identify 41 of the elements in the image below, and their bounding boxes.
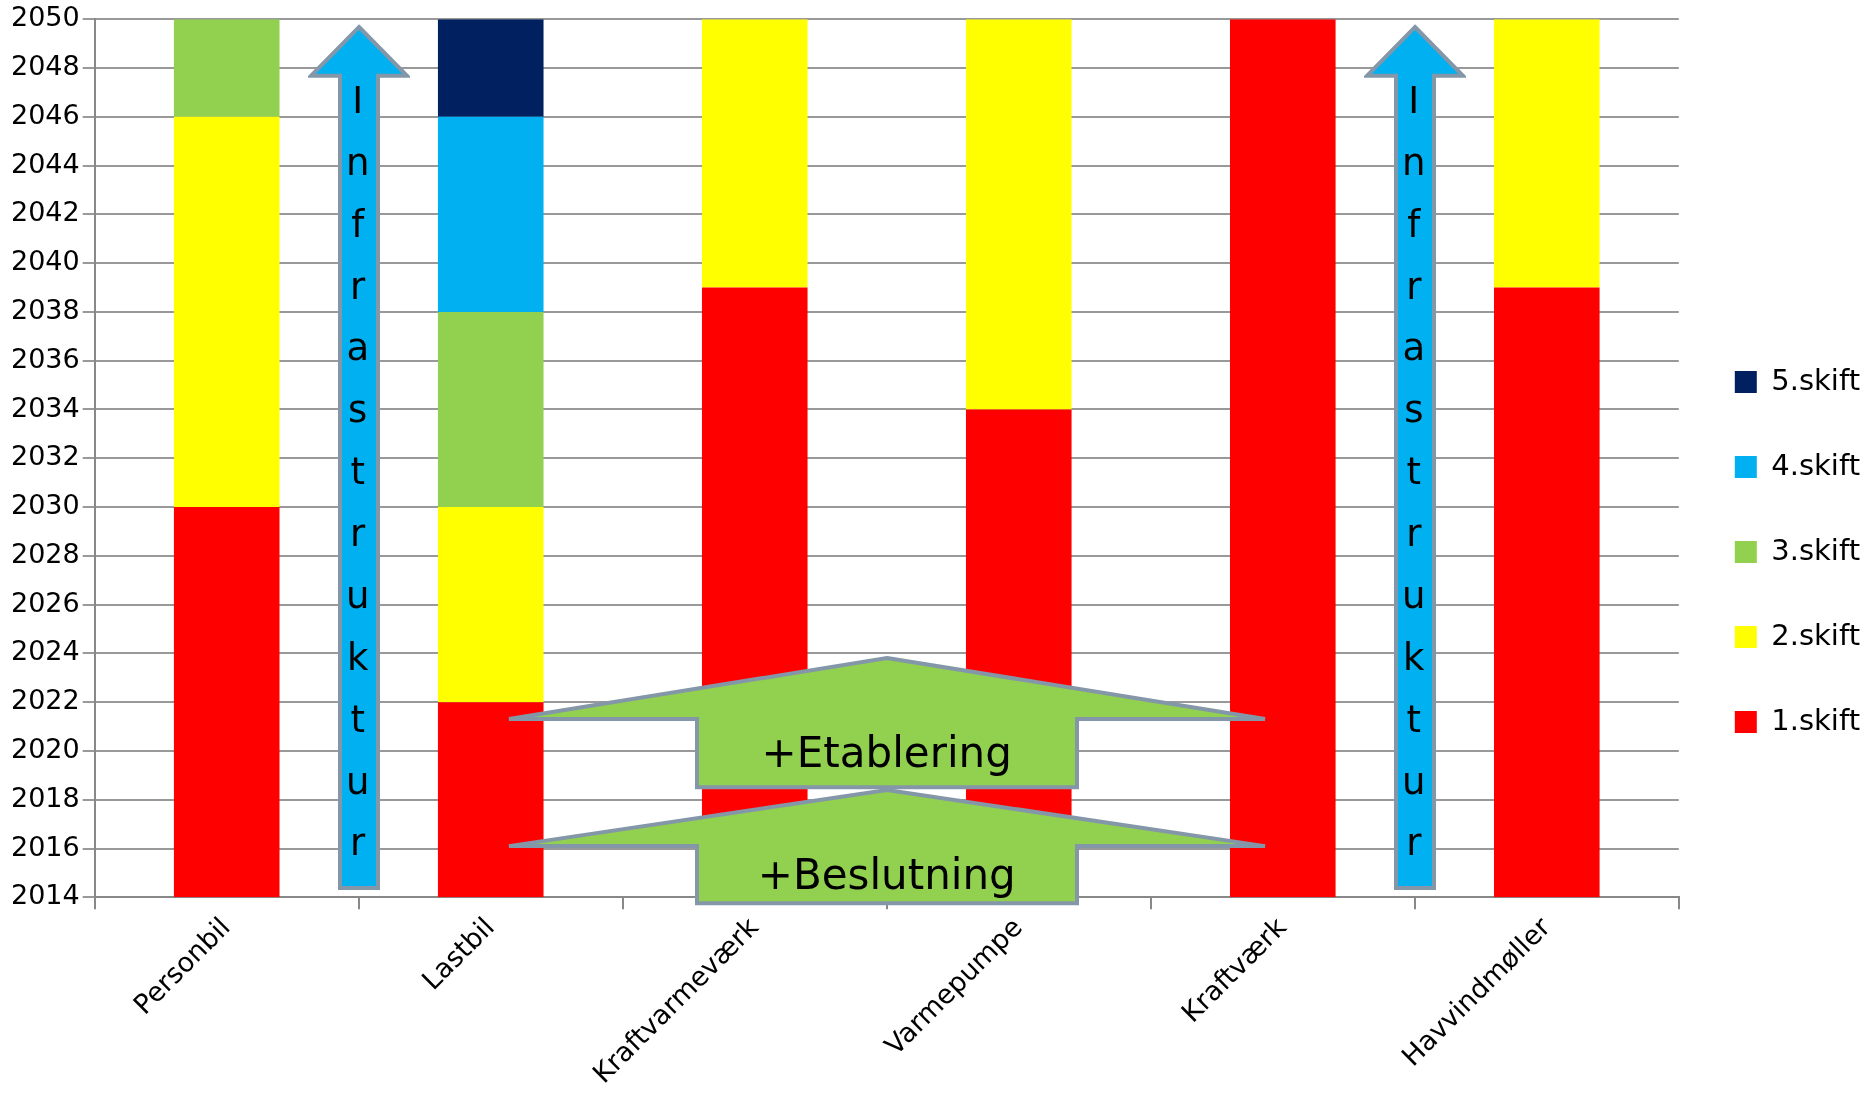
y-tick-label: 2050 xyxy=(10,1,80,33)
bar xyxy=(437,702,544,898)
annotation: +Beslutning xyxy=(756,849,1017,902)
y-tick-label: 2020 xyxy=(10,733,80,764)
bar xyxy=(1229,19,1336,898)
y-tick-label: 2014 xyxy=(10,879,80,911)
annotation: +Etablering xyxy=(760,727,1013,780)
y-tick-label: 2038 xyxy=(10,293,80,325)
bar xyxy=(173,19,280,117)
y-tick-label: 2016 xyxy=(10,830,80,862)
y-tick-label: 2036 xyxy=(10,342,80,374)
y-tick-label: 2024 xyxy=(10,635,80,667)
y-tick-label: 2046 xyxy=(10,98,80,130)
bar xyxy=(437,116,544,312)
y-tick-label: 2042 xyxy=(10,196,80,228)
y-tick-label: 2022 xyxy=(10,684,80,716)
bar xyxy=(173,507,280,898)
legend-label: 3.skift xyxy=(1771,532,1860,567)
bar xyxy=(437,19,544,117)
y-tick-label: 2030 xyxy=(10,489,80,521)
legend-label: 5.skift xyxy=(1771,362,1860,397)
y-tick-label: 2032 xyxy=(10,440,80,472)
y-tick-label: 2018 xyxy=(10,781,80,813)
y-tick-label: 2026 xyxy=(10,586,80,618)
y-tick-label: 2040 xyxy=(10,245,80,277)
bar xyxy=(701,19,808,288)
legend-label: 2.skift xyxy=(1771,617,1860,652)
y-tick-label: 2048 xyxy=(10,50,80,81)
bar xyxy=(437,507,544,703)
bar xyxy=(965,19,1072,410)
bar xyxy=(437,311,544,508)
legend-label: 1.skift xyxy=(1771,702,1860,737)
bar xyxy=(173,116,280,508)
annotation: Infrastruktur xyxy=(336,79,380,884)
y-tick-label: 2034 xyxy=(10,391,80,423)
y-tick-label: 2028 xyxy=(10,537,80,569)
legend-label: 4.skift xyxy=(1771,447,1860,482)
bar xyxy=(1493,287,1600,898)
y-tick-label: 2044 xyxy=(10,147,80,179)
annotation: Infrastruktur xyxy=(1392,79,1436,884)
bar xyxy=(1493,19,1600,288)
